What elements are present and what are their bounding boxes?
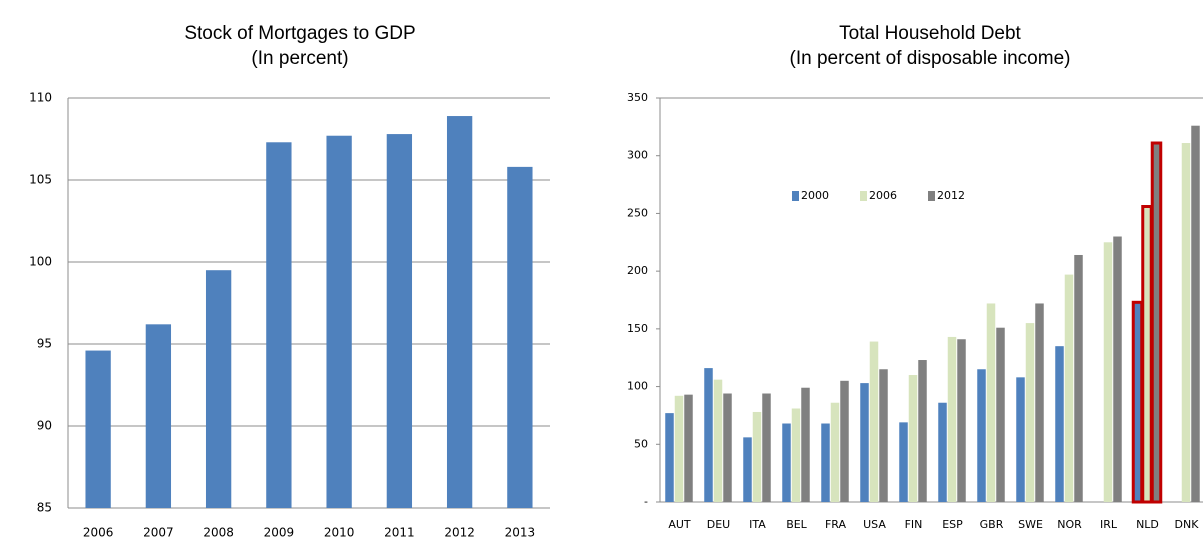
y-tick-label: 85 [37, 501, 52, 515]
y-tick-label: 50 [634, 437, 648, 450]
bar [762, 393, 771, 502]
x-tick-label: FIN [905, 518, 923, 531]
bar [986, 303, 996, 502]
y-tick-label: 350 [627, 91, 648, 104]
y-tick-label: - [644, 495, 648, 508]
x-tick-label: IRL [1100, 518, 1118, 531]
bar [723, 393, 732, 502]
x-tick-label: 2010 [324, 526, 355, 540]
x-tick-label: 2012 [444, 526, 475, 540]
bar [145, 324, 172, 508]
chart-title: Stock of Mortgages to GDP [184, 23, 415, 44]
y-tick-label: 90 [37, 419, 52, 433]
y-tick-label: 300 [627, 149, 648, 162]
chart-title: Total Household Debt [839, 23, 1021, 44]
bar [1131, 300, 1144, 504]
y-tick-label: 150 [627, 322, 648, 335]
bar [1141, 205, 1153, 504]
bar [386, 134, 413, 508]
bar [869, 341, 879, 502]
bar [860, 383, 869, 502]
bar [665, 413, 674, 502]
x-tick-label: FRA [825, 518, 847, 531]
legend-label: 2000 [801, 189, 829, 202]
y-tick-label: 250 [627, 206, 648, 219]
bar [704, 368, 713, 502]
bar [713, 379, 723, 502]
x-tick-label: DEU [707, 518, 730, 531]
legend-swatch [860, 191, 867, 201]
bar [1113, 236, 1122, 502]
bar [947, 336, 957, 502]
x-tick-label: 2006 [83, 526, 114, 540]
bar [752, 411, 762, 502]
legend-swatch [928, 191, 935, 201]
bar [879, 369, 888, 502]
bar [908, 375, 918, 502]
x-tick-label: 2011 [384, 526, 415, 540]
bar [326, 135, 352, 508]
bar [446, 116, 473, 508]
bar [1055, 346, 1064, 502]
x-tick-label: 2013 [505, 526, 536, 540]
legend-swatch [792, 191, 799, 201]
bar [840, 380, 849, 502]
x-tick-label: BEL [786, 518, 807, 531]
bar [830, 402, 840, 502]
bar [205, 270, 232, 508]
y-tick-label: 200 [627, 264, 648, 277]
bar [684, 394, 693, 502]
y-tick-label: 95 [37, 337, 52, 351]
bar [938, 402, 947, 502]
bar [1150, 141, 1163, 504]
bar [1074, 254, 1083, 502]
bar [1064, 274, 1074, 502]
bar [1191, 125, 1200, 503]
legend-label: 2012 [937, 189, 965, 202]
bar [1025, 323, 1035, 502]
x-tick-label: 2008 [203, 526, 234, 540]
x-tick-label: ESP [942, 518, 963, 531]
bar [1035, 303, 1044, 502]
x-tick-label: 2007 [143, 526, 174, 540]
chart-subtitle: (In percent of disposable income) [790, 48, 1071, 69]
bar [899, 422, 908, 502]
y-tick-label: 100 [627, 380, 648, 393]
x-tick-label: DNK [1175, 518, 1200, 531]
x-tick-label: USA [863, 518, 886, 531]
x-tick-label: AUT [668, 518, 691, 531]
bar [791, 408, 801, 502]
x-tick-label: GBR [980, 518, 1004, 531]
bar [266, 142, 292, 508]
bar [996, 327, 1005, 502]
bar [1181, 143, 1191, 502]
x-tick-label: NOR [1057, 518, 1082, 531]
legend-label: 2006 [869, 189, 897, 202]
bar [957, 339, 966, 502]
bar [1016, 377, 1025, 502]
bar [743, 437, 752, 502]
chart-subtitle: (In percent) [251, 48, 348, 69]
x-tick-label: ITA [749, 518, 766, 531]
x-tick-label: SWE [1018, 518, 1043, 531]
bar [507, 166, 533, 508]
x-tick-label: NLD [1136, 518, 1159, 531]
bar [1103, 242, 1113, 503]
y-tick-label: 110 [29, 91, 52, 105]
bar [85, 350, 111, 508]
bar [977, 369, 986, 502]
bar [801, 387, 810, 502]
bar [821, 423, 830, 502]
y-tick-label: 100 [29, 255, 52, 269]
bar [674, 395, 684, 502]
bar [918, 360, 927, 502]
bar [782, 423, 791, 502]
y-tick-label: 105 [29, 173, 52, 187]
x-tick-label: 2009 [264, 526, 295, 540]
